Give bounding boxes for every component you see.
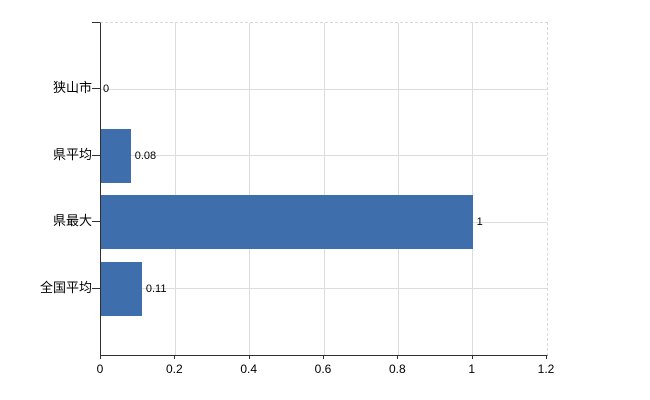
x-axis-tick [397,355,399,359]
y-axis-top-tick [92,22,100,23]
y-gridline [101,88,547,90]
y-gridline [101,288,547,290]
x-gridline [397,23,399,355]
category-label: 全国平均 [39,279,92,295]
bar-全国平均 [101,261,142,316]
bar-value-label: 1 [476,216,483,229]
y-axis-tick [92,287,100,289]
x-tick-label: 0.4 [240,362,257,376]
x-axis-tick [100,355,101,359]
x-gridline [174,23,176,355]
bar-県最大 [101,195,473,250]
bar-value-label: 0.08 [134,149,157,162]
category-label: 狭山市 [52,80,92,96]
bar-県平均 [101,128,131,183]
x-axis-tick [471,355,473,359]
x-gridline [249,23,251,355]
x-tick-label: 1.2 [537,362,555,376]
x-axis-tick [546,355,547,359]
x-tick-label: 1 [468,362,475,376]
x-gridline [323,23,325,355]
x-gridline [472,23,474,355]
category-label: 県最大 [52,213,92,229]
x-axis-tick [323,355,324,359]
y-axis-tick [92,221,100,223]
y-axis-tick [92,154,100,156]
x-tick-label: 0.8 [388,362,406,376]
x-axis-tick [174,355,176,359]
category-label: 県平均 [52,146,92,162]
x-tick-label: 0.2 [165,362,183,376]
y-gridline [101,155,547,157]
y-axis-tick [92,88,100,90]
x-tick-label: 0 [96,362,104,376]
bar-value-label: 0 [103,83,110,96]
x-axis-tick [248,355,250,359]
plot-area: 0 0.08 1 0.11 [100,22,548,356]
bar-value-label: 0.11 [145,282,167,295]
x-tick-label: 0.6 [314,362,332,376]
